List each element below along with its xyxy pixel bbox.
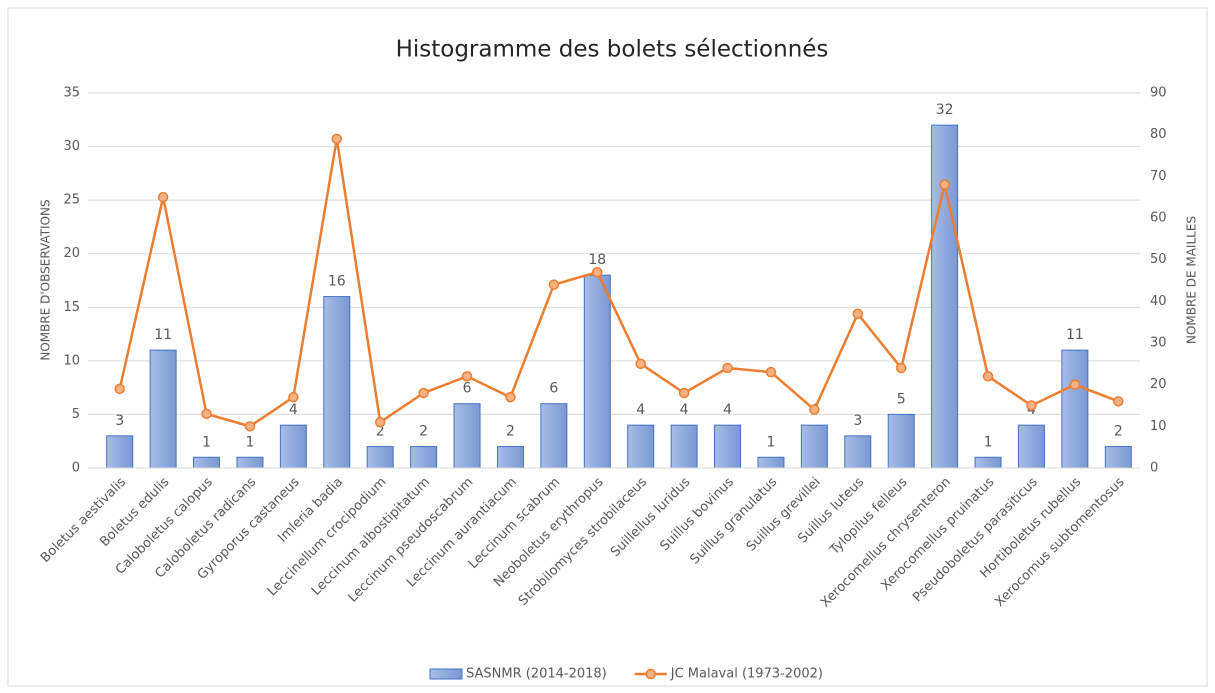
data-label: 4	[289, 402, 298, 418]
data-label: 6	[549, 381, 558, 397]
data-label: 4	[680, 402, 689, 418]
bar	[366, 446, 394, 469]
bar	[1061, 349, 1089, 469]
line-marker	[244, 421, 256, 432]
bar	[670, 424, 698, 469]
y2-tick-label: 90	[1150, 86, 1167, 101]
y2-tick-label: 30	[1150, 336, 1167, 351]
bar	[844, 435, 872, 469]
bar	[583, 274, 611, 469]
chart-title: Histogramme des bolets sélectionnés	[396, 37, 829, 63]
data-label: 11	[1066, 327, 1084, 343]
data-label: 1	[766, 434, 775, 450]
y2-tick-label: 20	[1150, 377, 1167, 392]
y-tick-label: 15	[63, 300, 80, 315]
bar	[974, 456, 1002, 469]
line-marker	[114, 383, 125, 395]
data-label: 3	[115, 413, 124, 429]
bar	[193, 456, 221, 469]
line-marker	[852, 308, 864, 320]
bar	[714, 424, 742, 469]
line-marker	[157, 191, 169, 203]
data-label: 2	[376, 424, 385, 440]
y-tick-label: 20	[63, 246, 80, 261]
bar	[323, 296, 351, 469]
line-marker	[1026, 400, 1037, 411]
line-marker	[722, 362, 733, 374]
y2-tick-label: 10	[1150, 419, 1167, 434]
bar	[453, 403, 481, 469]
data-label: 2	[506, 424, 515, 440]
data-label: 2	[1114, 424, 1123, 440]
line-marker	[461, 371, 473, 382]
line-marker	[895, 362, 907, 374]
line-marker	[809, 404, 820, 415]
data-label: 1	[245, 434, 254, 450]
y2-axis-title: NOMBRE DE MAILLES	[1185, 216, 1199, 344]
data-label: 4	[636, 402, 645, 418]
line-marker	[592, 266, 603, 278]
y-tick-label: 10	[63, 353, 80, 368]
bar	[931, 124, 959, 469]
y-tick-label: 30	[63, 139, 80, 154]
data-label: 11	[154, 327, 172, 343]
line-marker	[1113, 396, 1124, 407]
bar	[887, 413, 915, 469]
data-label: 32	[936, 102, 954, 118]
data-label: 16	[328, 274, 346, 290]
line-marker	[765, 366, 777, 378]
line-marker	[288, 391, 299, 403]
y2-tick-label: 40	[1150, 294, 1167, 309]
line-marker	[939, 179, 950, 190]
bar	[1104, 446, 1132, 469]
bar	[540, 403, 568, 469]
data-label: 6	[463, 381, 472, 397]
bar	[496, 446, 524, 469]
line-marker	[374, 416, 386, 428]
line-marker	[418, 387, 429, 399]
line-marker	[505, 391, 516, 403]
bar	[149, 349, 177, 469]
line-marker	[982, 371, 994, 382]
bar	[410, 446, 438, 469]
bar	[236, 456, 264, 469]
bar	[106, 435, 134, 469]
y-tick-label: 5	[72, 407, 80, 422]
data-label: 18	[588, 252, 606, 268]
line-marker	[331, 133, 343, 145]
data-label: 3	[853, 413, 862, 429]
line-marker	[201, 408, 212, 420]
line-marker	[678, 387, 690, 399]
y-tick-label: 35	[63, 86, 80, 101]
y-axis-title: NOMBRE D'OBSERVATIONS	[39, 199, 53, 360]
bar	[800, 424, 828, 469]
y-tick-label: 25	[63, 193, 80, 208]
data-label: 4	[723, 402, 732, 418]
data-label: 1	[202, 434, 211, 450]
data-label: 1	[984, 434, 993, 450]
bar	[1017, 424, 1045, 469]
line-marker	[1069, 379, 1081, 390]
line-marker	[548, 279, 560, 290]
line	[118, 138, 1119, 428]
y-tick-label: 0	[72, 461, 80, 476]
bar	[757, 456, 785, 469]
y2-tick-label: 80	[1150, 127, 1167, 142]
legend-label: JC Malaval (1973-2002)	[670, 667, 823, 682]
legend-swatch	[429, 668, 463, 680]
bar	[627, 424, 655, 469]
bar	[279, 424, 307, 469]
line-marker	[635, 358, 646, 370]
data-label: 5	[897, 391, 906, 407]
legend-swatch-marker	[645, 668, 656, 680]
data-label: 2	[419, 424, 428, 440]
y2-tick-label: 50	[1150, 252, 1167, 267]
y2-tick-label: 60	[1150, 211, 1167, 226]
legend-label: SASNMR (2014-2018)	[466, 667, 607, 682]
y2-tick-label: 0	[1150, 461, 1158, 476]
y2-tick-label: 70	[1150, 169, 1167, 184]
